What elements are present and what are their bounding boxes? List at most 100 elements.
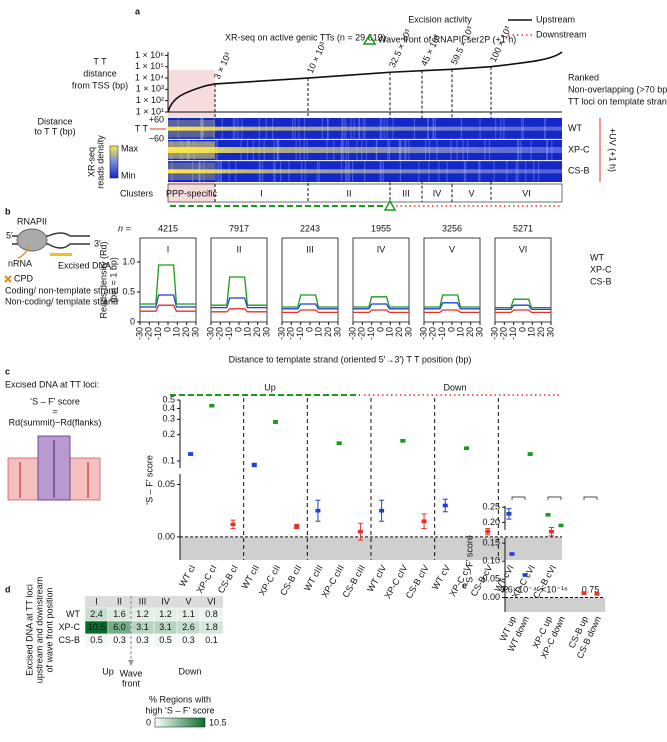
x-tick-label: -20 xyxy=(499,327,509,340)
x-tick-label: -10 xyxy=(437,327,447,340)
ranked-curve xyxy=(167,51,563,113)
colorbar xyxy=(154,717,206,728)
colorbar-title: reads density xyxy=(95,135,105,189)
y-tick-label: 0.05 xyxy=(157,479,175,489)
x-tick-label: 0 xyxy=(162,327,172,332)
axis-label: Distance to template strand (oriented 5′… xyxy=(229,354,472,364)
y-tick-label: 0.1 xyxy=(162,455,175,465)
y-tick-label: 0 xyxy=(130,316,135,326)
panel-count: 5271 xyxy=(513,223,533,233)
y-tick-label: 0.25 xyxy=(482,502,500,512)
wave-front-arrow xyxy=(128,660,134,666)
colorbar-tick: 10.5 xyxy=(209,717,227,727)
diagram-label: RNAPII xyxy=(17,216,47,226)
header-cell xyxy=(108,596,131,608)
cell-value: 1.2 xyxy=(159,609,172,619)
cutoff-label: 10 × 10³ xyxy=(305,41,328,75)
profile-line xyxy=(140,304,196,312)
legend-label: CS-B xyxy=(590,276,612,286)
heatmap-signal xyxy=(168,120,215,138)
profile-line xyxy=(424,309,480,314)
diagram-label: Non-coding/ template strand xyxy=(5,296,118,306)
cluster-label: II xyxy=(346,188,351,198)
y-tick-label: 1 × 10⁵ xyxy=(135,61,164,71)
row-label: CS-B xyxy=(58,635,80,645)
colorbar-tick: 0 xyxy=(146,717,151,727)
x-tick-label: 0 xyxy=(233,327,243,332)
y-tick-label: 0.00 xyxy=(157,531,175,541)
panel-label: d xyxy=(5,584,11,594)
heatmap-label: to T T (bp) xyxy=(34,126,75,136)
panel-label: b xyxy=(5,206,11,216)
panel-name: V xyxy=(449,244,455,254)
point xyxy=(421,519,427,523)
wave-front-marker xyxy=(383,199,397,211)
diagram-label: Excised DNA xyxy=(58,260,111,270)
colorbar xyxy=(109,145,119,179)
profile-line xyxy=(495,298,551,309)
point xyxy=(548,529,554,534)
x-tick-label: 10 xyxy=(243,327,253,337)
x-tick-label: WT cV xyxy=(430,563,452,591)
x-tick-label: 10 xyxy=(314,327,324,337)
panel-count: 4215 xyxy=(158,223,178,233)
profile-line xyxy=(140,294,196,308)
y-tick-label: 1 × 10¹ xyxy=(136,106,164,116)
y-tick-label: 0.5 xyxy=(162,394,175,404)
x-tick-label: 30 xyxy=(545,327,555,337)
formula: ‘S – F’ score xyxy=(30,396,80,406)
cluster-label: IV xyxy=(433,188,442,198)
cell-value: 0.3 xyxy=(182,635,195,645)
point xyxy=(545,513,551,517)
column-header: IV xyxy=(161,596,170,606)
axis-label: from TSS (bp) xyxy=(72,80,128,90)
profile-line xyxy=(424,302,480,310)
cell-value: 6.0 xyxy=(113,622,126,632)
cell-value: 0.3 xyxy=(113,635,126,645)
y-tick-label: 0.05 xyxy=(482,574,500,584)
column-header: II xyxy=(117,596,122,606)
cluster-label: VI xyxy=(522,188,531,198)
note: Non-overlapping (>70 bp) xyxy=(568,84,667,94)
colorbar-title: high ‘S – F’ score xyxy=(145,705,214,715)
profile-line xyxy=(211,276,267,306)
cell-value: 0.3 xyxy=(136,635,149,645)
x-tick-label: -20 xyxy=(215,327,225,340)
row-label: WT xyxy=(66,609,80,619)
x-tick-label: WT cII xyxy=(239,563,261,590)
point xyxy=(188,452,194,456)
profile-line xyxy=(353,309,409,314)
panel-name: I xyxy=(167,244,170,254)
x-tick-label: -30 xyxy=(347,327,357,340)
title: Excision activity xyxy=(408,14,472,24)
x-tick-label: -30 xyxy=(205,327,215,340)
diagram-label: 3′ xyxy=(94,238,101,248)
panel-count: 7917 xyxy=(229,223,249,233)
x-tick-label: 20 xyxy=(465,327,475,337)
x-tick-label: WT cI xyxy=(177,563,197,588)
comparison-bracket xyxy=(511,496,526,500)
x-tick-label: 0 xyxy=(304,327,314,332)
profile-line xyxy=(211,308,267,313)
column-header: III xyxy=(139,596,147,606)
x-tick-label: 10 xyxy=(527,327,537,337)
x-tick-label: -30 xyxy=(489,327,499,340)
heatmap-signal xyxy=(168,126,562,131)
axis-label: ‘S – F’ score xyxy=(144,455,154,505)
comparison-bracket xyxy=(547,496,562,500)
row-label: CS-B xyxy=(568,166,590,176)
header-cell xyxy=(200,596,223,608)
panel-label: a xyxy=(135,6,141,16)
cell-value: 1.6 xyxy=(113,609,126,619)
group-label: Down xyxy=(443,382,466,392)
n-label: n = xyxy=(118,223,131,233)
x-tick-label: -20 xyxy=(144,327,154,340)
axis-label: Reads density (Rd) xyxy=(98,241,108,318)
point xyxy=(527,452,533,456)
p-value: 0.75 xyxy=(582,584,600,594)
panel-name: VI xyxy=(519,244,528,254)
x-tick-label: 0 xyxy=(375,327,385,332)
column-header: V xyxy=(185,596,191,606)
header-cell xyxy=(177,596,200,608)
dna-strand xyxy=(12,243,90,249)
